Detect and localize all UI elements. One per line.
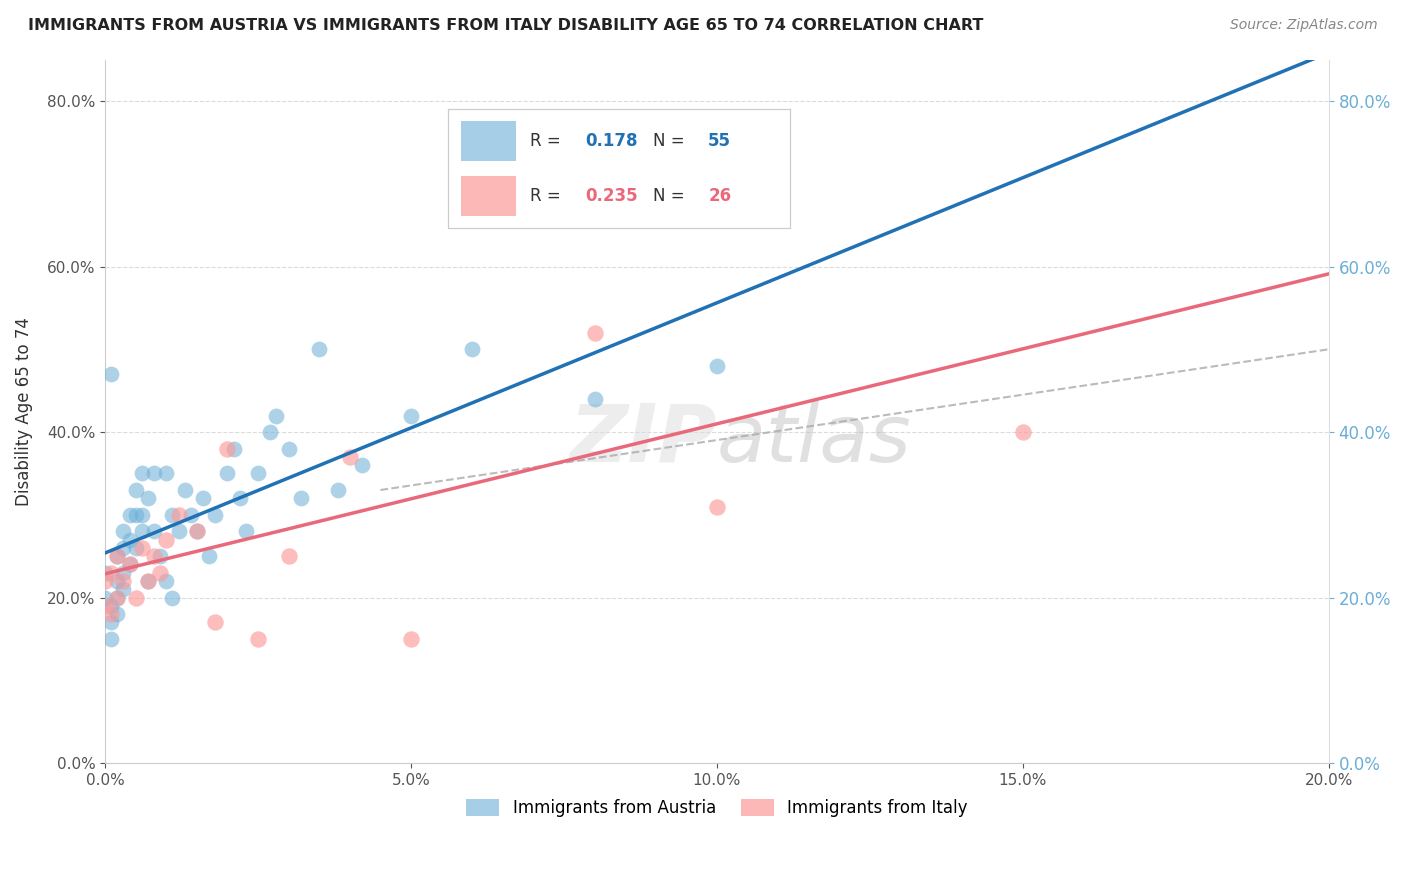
Point xyxy=(186,524,208,539)
Point xyxy=(180,508,202,522)
Point xyxy=(155,533,177,547)
Text: ZIP: ZIP xyxy=(569,401,717,478)
Point xyxy=(100,615,122,630)
Point xyxy=(228,491,250,506)
Point xyxy=(326,483,349,497)
Point xyxy=(198,549,221,564)
Point xyxy=(155,467,177,481)
Point xyxy=(105,607,128,622)
Point xyxy=(222,442,245,456)
Point xyxy=(706,500,728,514)
Point xyxy=(94,566,117,580)
Point xyxy=(186,524,208,539)
Point xyxy=(136,574,159,588)
Point xyxy=(247,467,270,481)
Point xyxy=(136,574,159,588)
Point xyxy=(94,574,117,588)
Point xyxy=(461,343,484,357)
Point xyxy=(118,508,141,522)
Point xyxy=(112,541,135,555)
Point xyxy=(217,442,239,456)
Text: atlas: atlas xyxy=(717,401,911,478)
Point xyxy=(162,508,184,522)
Point xyxy=(259,425,281,439)
Point xyxy=(125,483,148,497)
Point xyxy=(136,491,159,506)
Point xyxy=(125,591,148,605)
Point xyxy=(131,524,153,539)
Legend: Immigrants from Austria, Immigrants from Italy: Immigrants from Austria, Immigrants from… xyxy=(457,790,976,825)
Point xyxy=(143,549,166,564)
Point xyxy=(94,591,117,605)
Point xyxy=(461,177,484,191)
Point xyxy=(277,549,299,564)
Point xyxy=(266,409,288,423)
Point xyxy=(112,524,135,539)
Point xyxy=(125,508,148,522)
Point xyxy=(155,574,177,588)
Point xyxy=(118,533,141,547)
Point xyxy=(112,566,135,580)
Text: Source: ZipAtlas.com: Source: ZipAtlas.com xyxy=(1230,18,1378,32)
Point xyxy=(125,541,148,555)
Point xyxy=(217,467,239,481)
Point xyxy=(399,409,422,423)
Point xyxy=(118,558,141,572)
Point xyxy=(143,467,166,481)
Point xyxy=(247,632,270,646)
Point xyxy=(143,524,166,539)
Y-axis label: Disability Age 65 to 74: Disability Age 65 to 74 xyxy=(15,317,32,506)
Text: IMMIGRANTS FROM AUSTRIA VS IMMIGRANTS FROM ITALY DISABILITY AGE 65 TO 74 CORRELA: IMMIGRANTS FROM AUSTRIA VS IMMIGRANTS FR… xyxy=(28,18,983,33)
Point xyxy=(149,549,172,564)
Point xyxy=(105,549,128,564)
Point xyxy=(149,566,172,580)
Point xyxy=(399,632,422,646)
Point xyxy=(118,558,141,572)
Point xyxy=(105,591,128,605)
Point xyxy=(290,491,312,506)
Point xyxy=(100,566,122,580)
Point xyxy=(235,524,257,539)
Point xyxy=(204,615,226,630)
Point xyxy=(204,508,226,522)
Point xyxy=(191,491,214,506)
Point xyxy=(352,458,374,472)
Point xyxy=(100,367,122,381)
Point xyxy=(583,326,606,340)
Point xyxy=(339,450,361,464)
Point xyxy=(100,607,122,622)
Point xyxy=(105,574,128,588)
Point xyxy=(277,442,299,456)
Point xyxy=(173,483,195,497)
Point xyxy=(100,632,122,646)
Point xyxy=(112,574,135,588)
Point xyxy=(100,599,122,613)
Point xyxy=(1011,425,1033,439)
Point xyxy=(105,549,128,564)
Point xyxy=(583,392,606,406)
Point xyxy=(112,582,135,597)
Point xyxy=(131,467,153,481)
Point xyxy=(131,541,153,555)
Point xyxy=(308,343,330,357)
Point xyxy=(94,599,117,613)
Point xyxy=(105,591,128,605)
Point xyxy=(167,508,190,522)
Point xyxy=(131,508,153,522)
Point xyxy=(167,524,190,539)
Point xyxy=(706,359,728,373)
Point xyxy=(162,591,184,605)
